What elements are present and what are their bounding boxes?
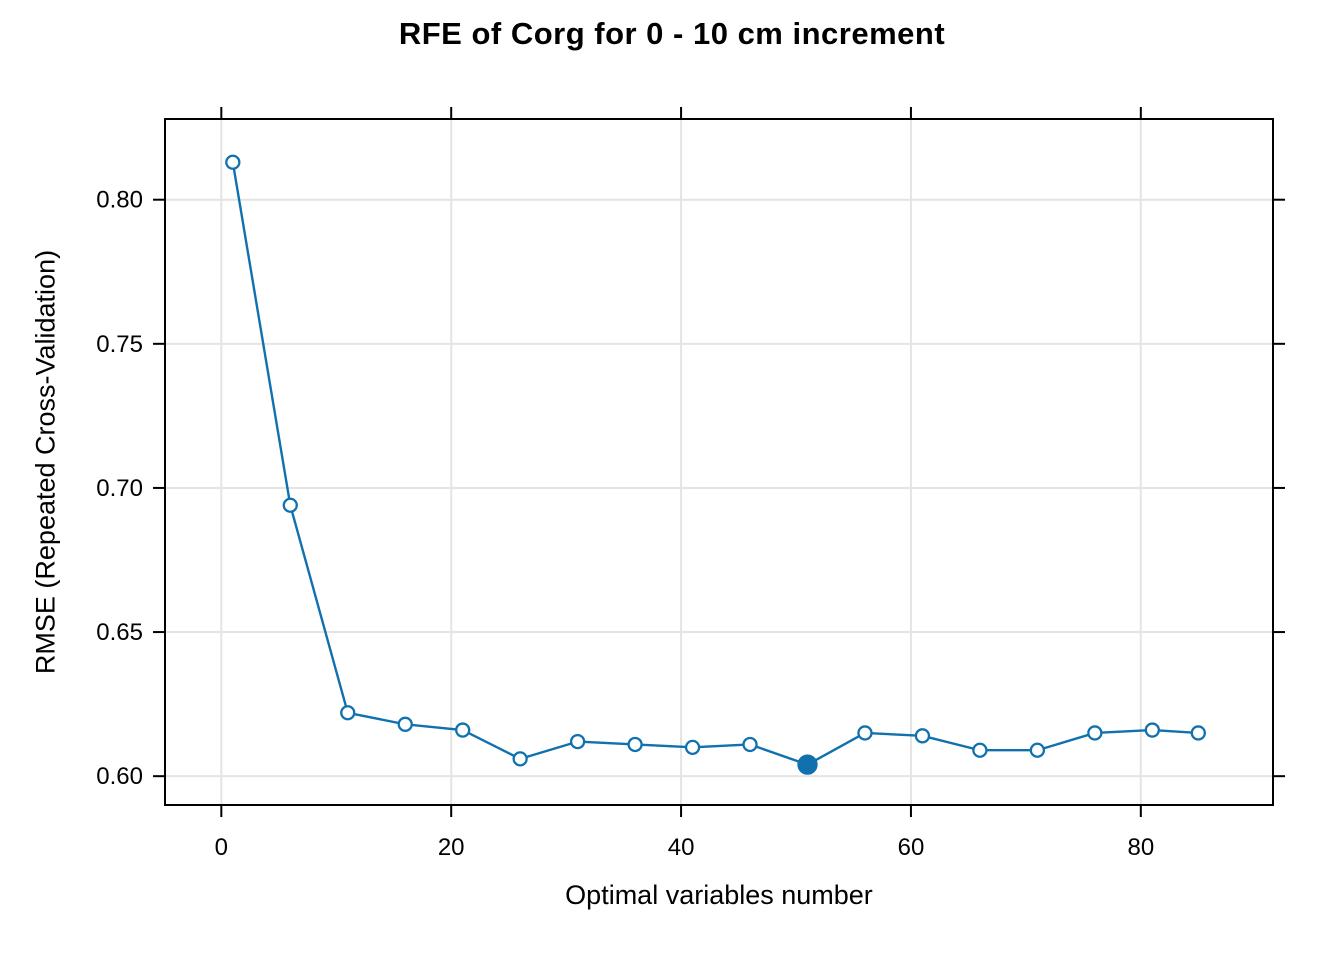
data-point: [914, 728, 931, 744]
x-tick-label: 60: [898, 834, 925, 861]
data-point: [684, 739, 701, 756]
y-tick-label: 0.60: [96, 763, 143, 790]
x-tick-label: 80: [1127, 834, 1154, 861]
data-point: [569, 733, 586, 750]
x-axis-label: Optimal variables number: [565, 880, 873, 910]
data-point: [972, 742, 988, 758]
x-tick-label: 20: [438, 834, 465, 861]
y-tick-label: 0.65: [96, 619, 143, 646]
x-tick-label: 40: [668, 834, 695, 861]
data-point: [1029, 742, 1046, 758]
data-line: [231, 161, 1200, 766]
data-point: [455, 722, 471, 738]
data-point: [512, 751, 528, 767]
plot-border: [164, 118, 1274, 806]
data-point: [282, 497, 298, 513]
x-tick-label: 0: [215, 834, 228, 861]
data-point: [225, 154, 241, 170]
data-point: [340, 705, 356, 721]
y-tick-label: 0.75: [96, 331, 143, 358]
data-point: [1144, 722, 1160, 738]
best-data-point: [797, 754, 818, 775]
data-point: [742, 736, 758, 753]
data-point: [857, 725, 873, 741]
data-point: [627, 736, 643, 753]
y-tick-label: 0.80: [96, 187, 143, 214]
data-point: [1190, 725, 1206, 741]
chart-title: RFE of Corg for 0 - 10 cm increment: [398, 16, 946, 51]
y-tick-label: 0.70: [96, 475, 143, 502]
data-point: [1087, 725, 1103, 741]
data-point: [397, 716, 413, 732]
